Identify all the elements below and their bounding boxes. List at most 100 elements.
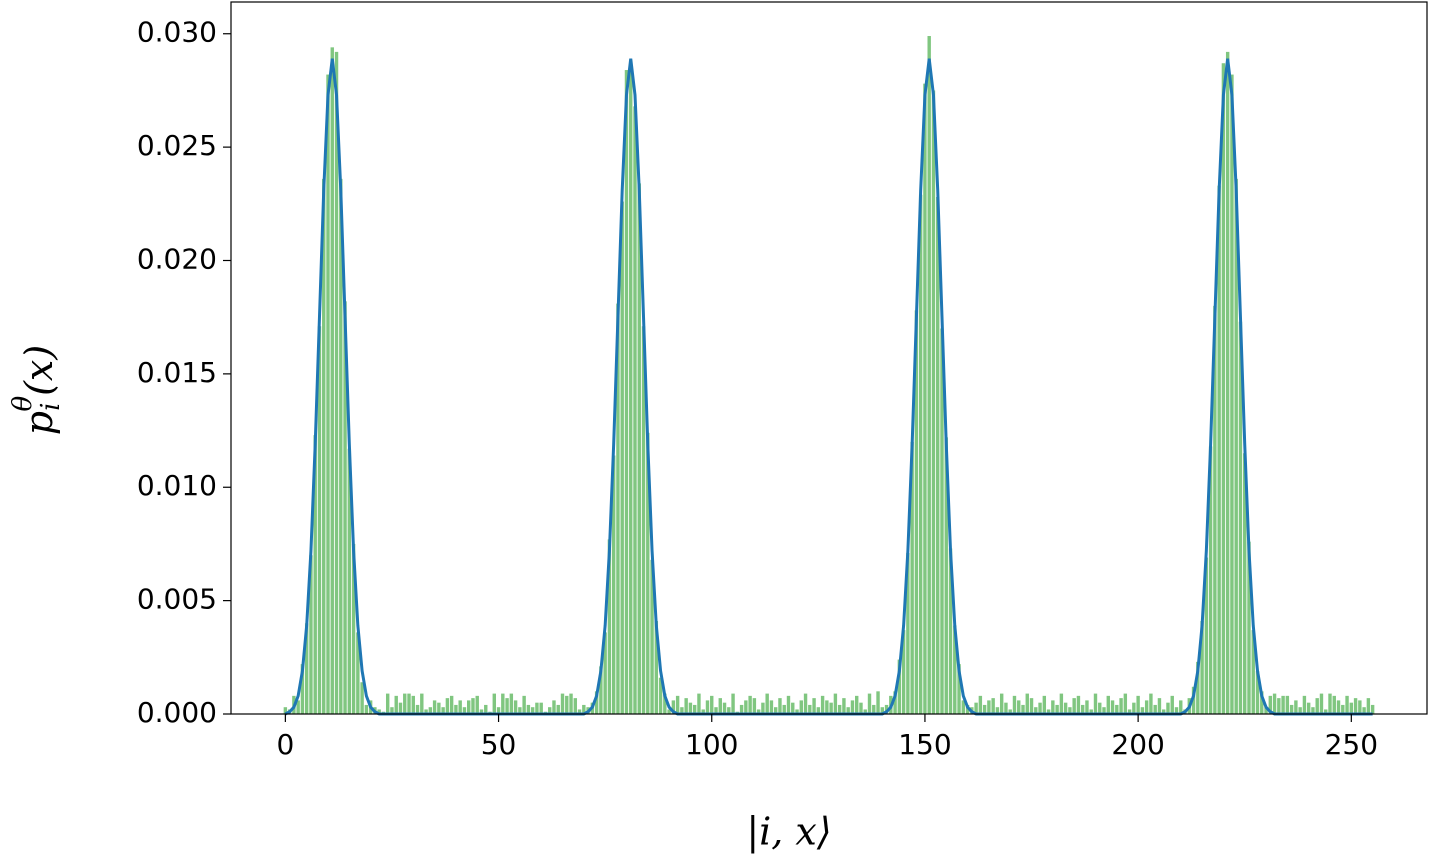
bar — [594, 691, 599, 714]
bar — [599, 666, 603, 714]
x-axis-label: |i, x⟩ — [746, 810, 831, 854]
bar — [283, 707, 288, 714]
bar — [1230, 74, 1234, 715]
bar — [1012, 695, 1017, 714]
bar — [667, 709, 671, 714]
bar — [808, 704, 812, 714]
bar — [603, 632, 607, 714]
y-tick-label: 0.020 — [137, 242, 217, 275]
bar — [884, 704, 889, 714]
bar — [313, 435, 317, 714]
bar — [1063, 702, 1068, 714]
bar — [731, 693, 735, 714]
bar — [1017, 700, 1021, 714]
bar — [646, 432, 650, 714]
y-tick-label: 0.015 — [137, 356, 217, 389]
bar — [548, 707, 552, 714]
bar — [1038, 702, 1042, 714]
bar — [820, 695, 825, 714]
bar — [1021, 704, 1025, 714]
bar — [1166, 702, 1170, 714]
bar — [1268, 695, 1273, 714]
bar — [654, 621, 659, 714]
bar — [441, 707, 445, 714]
bar — [1366, 698, 1371, 714]
bar — [931, 90, 936, 715]
bar — [509, 693, 514, 714]
bar — [360, 682, 364, 714]
bar — [296, 700, 300, 714]
bar — [343, 301, 347, 714]
bar — [390, 707, 394, 714]
bar — [1332, 695, 1336, 714]
bar — [825, 700, 829, 714]
bar — [317, 326, 322, 714]
bar — [449, 695, 454, 714]
bar — [1080, 704, 1085, 714]
bar — [1089, 709, 1093, 714]
bar — [872, 704, 876, 714]
bar — [403, 693, 407, 714]
bar — [356, 632, 360, 714]
bar — [965, 704, 970, 714]
bar — [552, 700, 556, 714]
bar — [535, 702, 539, 714]
bar — [876, 691, 880, 714]
bar — [786, 695, 791, 714]
bar — [1370, 704, 1375, 714]
bar — [300, 664, 305, 714]
bar — [437, 702, 441, 714]
bar — [1255, 670, 1260, 714]
bar — [957, 664, 961, 714]
bar — [1324, 709, 1328, 714]
bar — [650, 559, 654, 714]
bar — [773, 707, 778, 714]
bar — [1046, 709, 1051, 714]
bar — [791, 702, 795, 714]
bar — [897, 659, 902, 714]
bar — [901, 630, 906, 714]
bar — [684, 698, 688, 714]
bar — [620, 201, 624, 715]
bar — [556, 704, 560, 714]
bar — [923, 83, 927, 715]
bar — [982, 704, 987, 714]
y-tick-label: 0.010 — [137, 469, 217, 502]
bar — [322, 178, 326, 715]
bar — [629, 65, 633, 714]
bar — [522, 695, 526, 714]
bar — [1281, 695, 1285, 714]
bar — [850, 700, 855, 714]
bar — [1106, 695, 1110, 714]
bar — [680, 707, 684, 714]
y-axis-label: piθ(x) — [8, 345, 66, 435]
bar — [1306, 702, 1311, 714]
bar — [1072, 698, 1076, 714]
bar — [1289, 704, 1294, 714]
bar — [1358, 700, 1362, 714]
bar — [339, 178, 343, 715]
bar — [454, 704, 458, 714]
bar — [842, 698, 846, 714]
bar — [1196, 661, 1200, 714]
bar — [364, 704, 369, 714]
bar — [846, 707, 850, 714]
bar — [1285, 695, 1290, 714]
bar — [906, 553, 910, 714]
bar — [633, 106, 637, 715]
bar — [1298, 707, 1302, 714]
bar — [1157, 698, 1162, 714]
bar — [1217, 185, 1221, 714]
y-tick-label: 0.000 — [137, 696, 217, 729]
bar — [428, 707, 433, 714]
bar — [1234, 178, 1238, 715]
bar — [816, 707, 821, 714]
bar — [1319, 693, 1324, 714]
bar — [539, 702, 543, 714]
bar — [748, 695, 752, 714]
bar — [658, 677, 663, 714]
bar — [710, 695, 714, 714]
bar — [727, 707, 731, 714]
